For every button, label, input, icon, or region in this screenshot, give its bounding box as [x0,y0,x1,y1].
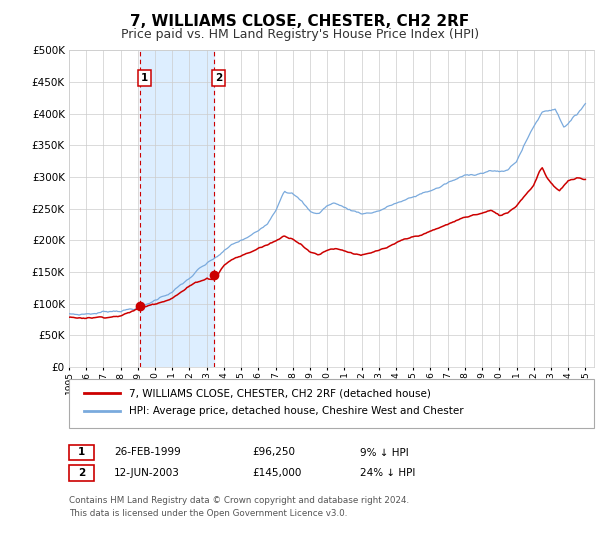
Text: Contains HM Land Registry data © Crown copyright and database right 2024.
This d: Contains HM Land Registry data © Crown c… [69,496,409,518]
Text: 2: 2 [215,73,223,83]
Text: 7, WILLIAMS CLOSE, CHESTER, CH2 2RF (detached house): 7, WILLIAMS CLOSE, CHESTER, CH2 2RF (det… [129,388,431,398]
Text: 2: 2 [78,468,85,478]
Text: 1: 1 [141,73,148,83]
Text: 24% ↓ HPI: 24% ↓ HPI [360,468,415,478]
Text: £96,250: £96,250 [252,447,295,458]
Text: Price paid vs. HM Land Registry's House Price Index (HPI): Price paid vs. HM Land Registry's House … [121,28,479,41]
Text: 12-JUN-2003: 12-JUN-2003 [114,468,180,478]
Text: 1: 1 [78,447,85,458]
Bar [140,50,214,367]
Text: HPI: Average price, detached house, Cheshire West and Chester: HPI: Average price, detached house, Ches… [129,406,464,416]
Text: £145,000: £145,000 [252,468,301,478]
Text: 26-FEB-1999: 26-FEB-1999 [114,447,181,458]
Text: 9% ↓ HPI: 9% ↓ HPI [360,447,409,458]
Text: 7, WILLIAMS CLOSE, CHESTER, CH2 2RF: 7, WILLIAMS CLOSE, CHESTER, CH2 2RF [130,14,470,29]
